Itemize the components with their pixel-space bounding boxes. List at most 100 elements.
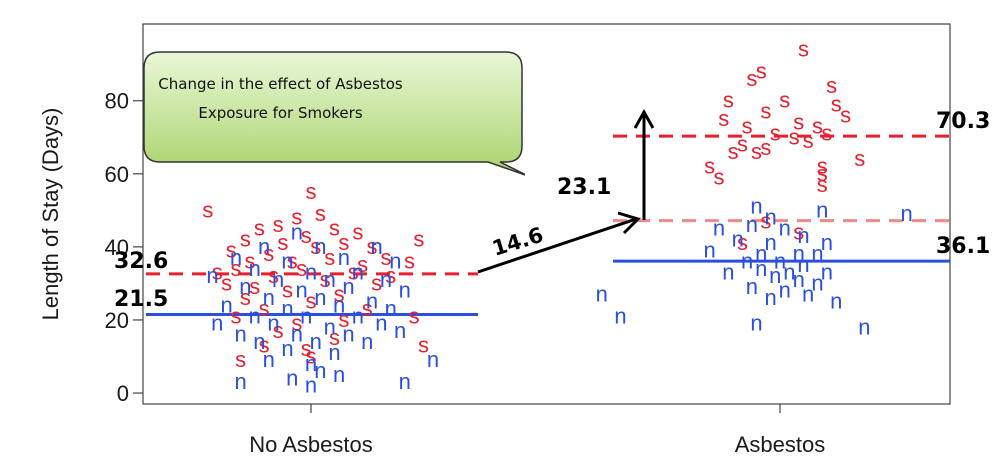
- data-point-s: s: [704, 154, 715, 179]
- data-point-s: s: [221, 270, 232, 295]
- data-point-s: s: [249, 274, 260, 299]
- data-point-s: s: [723, 88, 734, 113]
- data-point-s: s: [371, 270, 382, 295]
- data-point-n: n: [333, 292, 345, 317]
- data-point-s: s: [798, 37, 809, 62]
- data-point-n: n: [235, 369, 247, 394]
- data-point-s: s: [854, 146, 865, 171]
- data-point-n: n: [755, 241, 767, 266]
- data-point-s: s: [831, 91, 842, 116]
- data-point-s: s: [817, 161, 828, 186]
- data-point-n: n: [305, 373, 317, 398]
- data-point-n: n: [399, 278, 411, 303]
- data-point-n: n: [235, 322, 247, 347]
- data-point-s: s: [789, 124, 800, 149]
- difference-arrow: [477, 217, 637, 274]
- y-tick-label: 20: [105, 308, 129, 333]
- data-point-n: n: [342, 322, 354, 347]
- data-point-n: n: [399, 369, 411, 394]
- data-point-n: n: [722, 259, 734, 284]
- data-point-s: s: [296, 256, 307, 281]
- y-tick-label: 0: [117, 381, 129, 406]
- data-point-s: s: [404, 249, 415, 274]
- data-point-n: n: [746, 274, 758, 299]
- data-point-s: s: [301, 336, 312, 361]
- data-point-s: s: [329, 216, 340, 241]
- data-point-n: n: [314, 234, 326, 259]
- data-point-s: s: [263, 241, 274, 266]
- data-point-s: s: [760, 208, 771, 233]
- data-point-n: n: [328, 340, 340, 365]
- data-point-s: s: [306, 289, 317, 314]
- data-point-s: s: [202, 197, 213, 222]
- data-point-s: s: [742, 113, 753, 138]
- data-point-n: n: [352, 259, 364, 284]
- data-point-s: s: [338, 307, 349, 332]
- y-axis-label: Length of Stay (Days): [38, 108, 63, 321]
- data-point-s: s: [413, 227, 424, 252]
- interaction-arrowhead: [633, 108, 655, 129]
- data-point-n: n: [211, 311, 223, 336]
- data-point-s: s: [291, 311, 302, 336]
- x-tick-label: Asbestos: [735, 432, 826, 457]
- data-point-n: n: [858, 314, 870, 339]
- data-point-s: s: [840, 102, 851, 127]
- x-tick-label: No Asbestos: [249, 432, 373, 457]
- data-point-n: n: [295, 278, 307, 303]
- data-point-n: n: [281, 296, 293, 321]
- data-point-n: n: [333, 362, 345, 387]
- data-point-n: n: [769, 263, 781, 288]
- data-point-n: n: [755, 256, 767, 281]
- data-point-n: n: [797, 252, 809, 277]
- data-point-n: n: [314, 285, 326, 310]
- data-point-s: s: [418, 333, 429, 358]
- data-point-s: s: [385, 263, 396, 288]
- data-point-n: n: [281, 336, 293, 361]
- data-point-n: n: [802, 281, 814, 306]
- plot-frame: [142, 23, 951, 405]
- data-point-s: s: [240, 227, 251, 252]
- data-point-n: n: [310, 329, 322, 354]
- difference-arrowhead: [617, 211, 641, 235]
- data-point-n: n: [783, 259, 795, 284]
- data-point-n: n: [764, 230, 776, 255]
- data-point-n: n: [764, 285, 776, 310]
- callout-bubble: [143, 51, 525, 176]
- data-point-n: n: [797, 223, 809, 248]
- label-21-5: 21.5: [114, 287, 168, 312]
- data-point-n: n: [821, 259, 833, 284]
- data-point-s: s: [310, 234, 321, 259]
- data-point-n: n: [793, 241, 805, 266]
- data-point-s: s: [409, 303, 420, 328]
- data-point-n: n: [779, 278, 791, 303]
- data-point-s: s: [259, 296, 270, 321]
- data-point-n: n: [371, 234, 383, 259]
- data-point-n: n: [206, 263, 218, 288]
- data-point-n: n: [741, 249, 753, 274]
- label-14-6: 14.6: [489, 223, 546, 261]
- data-point-n: n: [342, 274, 354, 299]
- data-point-n: n: [338, 245, 350, 270]
- data-point-n: n: [746, 212, 758, 237]
- data-point-s: s: [756, 59, 767, 84]
- data-point-n: n: [394, 318, 406, 343]
- data-point-n: n: [314, 358, 326, 383]
- data-point-s: s: [362, 296, 373, 321]
- callout-text: Change in the effect of Asbestos Exposur…: [158, 75, 403, 122]
- data-point-n: n: [750, 194, 762, 219]
- data-point-s: s: [728, 139, 739, 164]
- label-32-6: 32.6: [114, 249, 168, 274]
- y-tick-label: 80: [105, 89, 129, 114]
- data-point-n: n: [305, 351, 317, 376]
- data-point-s: s: [277, 230, 288, 255]
- data-point-n: n: [816, 197, 828, 222]
- data-point-n: n: [830, 289, 842, 314]
- data-point-n: n: [750, 311, 762, 336]
- data-point-s: s: [334, 281, 345, 306]
- data-point-s: s: [240, 285, 251, 310]
- data-point-s: s: [381, 245, 392, 270]
- data-point-n: n: [774, 249, 786, 274]
- data-point-n: n: [704, 238, 716, 263]
- data-point-s: s: [212, 259, 223, 284]
- data-point-s: s: [254, 216, 265, 241]
